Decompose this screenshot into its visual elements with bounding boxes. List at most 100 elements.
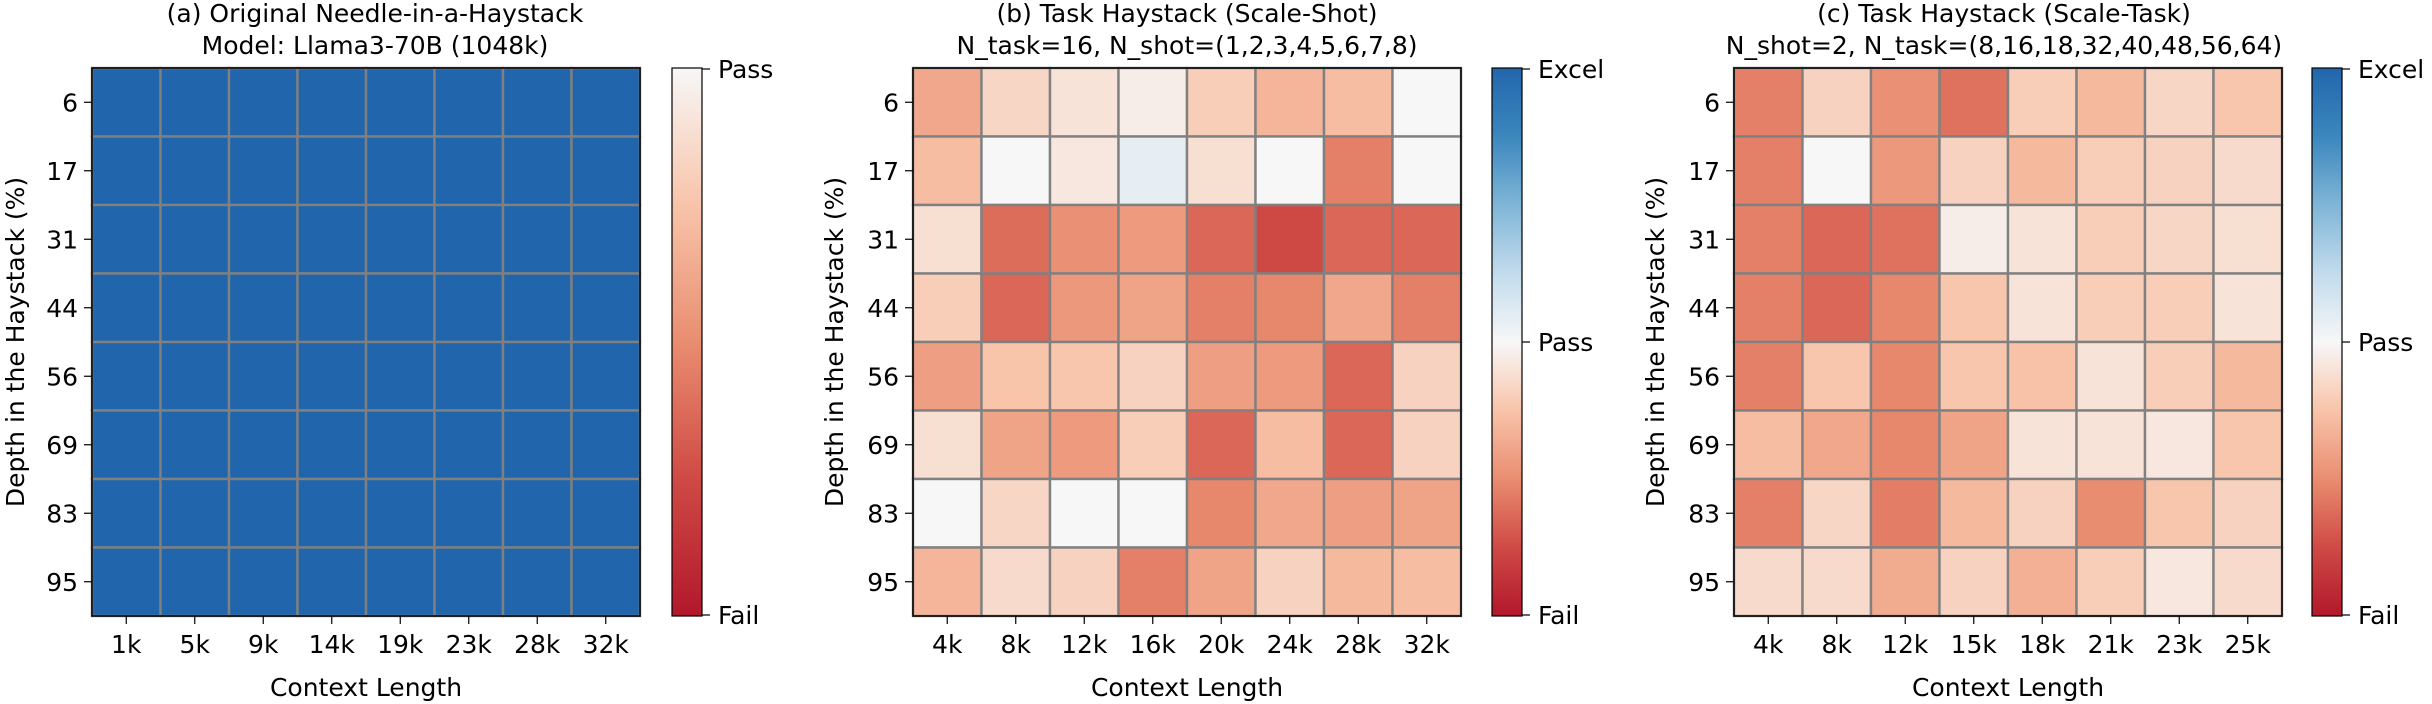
panel-a-colorbar-label-bottom: Fail (718, 601, 759, 630)
panel-a-cell-r4-c3 (296, 340, 368, 412)
panel-a-cell-r0-c6 (501, 66, 573, 138)
panel-c-cell-r5-c7 (2212, 409, 2284, 481)
panel-c-cell-r2-c6 (2143, 203, 2215, 275)
panel-c-cell-r5-c6 (2143, 409, 2215, 481)
panel-b-y-tick-label: 83 (867, 499, 899, 528)
panel-a-cell-r7-c4 (364, 546, 436, 618)
panel-c-xlabel: Context Length (1912, 673, 2104, 702)
panel-b-colorbar: Excel Pass Fail (1491, 55, 1604, 630)
panel-b-cell-r5-c5 (1254, 409, 1326, 481)
panel-c-cell-r0-c6 (2143, 66, 2215, 138)
panel-a-cell-r2-c2 (227, 203, 299, 275)
panel-b-y-tick-label: 95 (867, 568, 899, 597)
panel-a-x-tick-label: 32k (583, 630, 630, 659)
panel-c-cell-r4-c2 (1869, 340, 1941, 412)
panel-c-cell-r3-c5 (2075, 272, 2147, 344)
panel-c-cell-r0-c5 (2075, 66, 2147, 138)
panel-c-cell-r2-c3 (1938, 203, 2010, 275)
panel-a-cell-r4-c1 (159, 340, 231, 412)
panel-b-cell-r3-c3 (1117, 272, 1189, 344)
panel-b-x-tick-label: 28k (1335, 630, 1382, 659)
panel-b-y-tick-label: 31 (867, 225, 899, 254)
panel-a-y-tick-label: 95 (46, 568, 78, 597)
panel-a-cell-r7-c0 (90, 546, 162, 618)
panel-a-cell-r0-c3 (296, 66, 368, 138)
panel-b-y-tick-label: 17 (867, 157, 899, 186)
panel-b-cell-r3-c6 (1322, 272, 1394, 344)
panel-b-cell-r5-c6 (1322, 409, 1394, 481)
panel-a-x-tick-label: 1k (111, 630, 142, 659)
panel-a-cell-r2-c4 (364, 203, 436, 275)
panel-a-cell-r2-c5 (433, 203, 505, 275)
panel-b-cell-r6-c0 (911, 477, 983, 549)
panel-b-cell-r3-c2 (1048, 272, 1120, 344)
panel-a-cell-r1-c1 (159, 135, 231, 207)
panel-c-cell-r1-c0 (1732, 135, 1804, 207)
panel-c-cell-r4-c5 (2075, 340, 2147, 412)
panel-a-cell-r7-c7 (570, 546, 642, 618)
panel-b-cell-r1-c2 (1048, 135, 1120, 207)
panel-c-cell-r1-c4 (2006, 135, 2078, 207)
panel-b-cell-r4-c7 (1391, 340, 1463, 412)
panel-a-cell-r0-c0 (90, 66, 162, 138)
panel-a-cell-r7-c2 (227, 546, 299, 618)
panel-c-x-tick-label: 15k (1951, 630, 1998, 659)
panel-a-cell-r1-c3 (296, 135, 368, 207)
panel-a-ylabel: Depth in the Haystack (%) (1, 177, 30, 507)
panel-c-y-tick-label: 6 (1704, 88, 1720, 117)
panel-a-cell-r7-c3 (296, 546, 368, 618)
panel-b-cell-r4-c4 (1185, 340, 1257, 412)
panel-a-cell-r0-c7 (570, 66, 642, 138)
panel-c-colorbar-label-bottom: Fail (2358, 601, 2399, 630)
panel-b-cell-r7-c4 (1185, 546, 1257, 618)
panel-a-y-tick-label: 17 (46, 157, 78, 186)
panel-b-cell-r2-c4 (1185, 203, 1257, 275)
panel-c-y-tick-label: 56 (1688, 362, 1720, 391)
panel-c-cell-r4-c1 (1801, 340, 1873, 412)
panel-b-cell-r4-c3 (1117, 340, 1189, 412)
panel-a-cell-r3-c7 (570, 272, 642, 344)
panel-c-cell-r1-c7 (2212, 135, 2284, 207)
panel-a-y-tick-label: 69 (46, 431, 78, 460)
panel-a-cell-r0-c1 (159, 66, 231, 138)
panel-b-cell-r7-c6 (1322, 546, 1394, 618)
panel-c-cell-r1-c5 (2075, 135, 2147, 207)
panel-b-x-tick-label: 12k (1061, 630, 1108, 659)
panel-a-cell-r7-c5 (433, 546, 505, 618)
panel-b-cell-r0-c1 (980, 66, 1052, 138)
panel-b-colorbar-gradient (1491, 67, 1523, 617)
panel-b-cell-r3-c5 (1254, 272, 1326, 344)
panel-c-cell-r3-c2 (1869, 272, 1941, 344)
panel-a-title: (a) Original Needle-in-a-Haystack (167, 0, 584, 28)
panel-a-cell-r3-c1 (159, 272, 231, 344)
panel-c-cell-r7-c0 (1732, 546, 1804, 618)
panel-a-cell-r5-c6 (501, 409, 573, 481)
panel-b-x-tick-label: 16k (1130, 630, 1177, 659)
panel-a-cell-r1-c2 (227, 135, 299, 207)
panel-c-cell-r7-c6 (2143, 546, 2215, 618)
panel-c-cell-r3-c3 (1938, 272, 2010, 344)
panel-c-cell-r3-c0 (1732, 272, 1804, 344)
panel-a-cell-r6-c2 (227, 477, 299, 549)
panel-c-cell-r2-c4 (2006, 203, 2078, 275)
panel-b-subtitle: N_task=16, N_shot=(1,2,3,4,5,6,7,8) (957, 31, 1418, 60)
panel-b-cell-r6-c3 (1117, 477, 1189, 549)
panel-c-cell-r0-c4 (2006, 66, 2078, 138)
panel-a: (a) Original Needle-in-a-Haystack Model:… (1, 0, 773, 702)
panel-a-cell-r5-c4 (364, 409, 436, 481)
panel-b-cell-r7-c3 (1117, 546, 1189, 618)
panel-b-cells (911, 66, 1463, 618)
panel-b-cell-r4-c1 (980, 340, 1052, 412)
panel-a-cell-r2-c3 (296, 203, 368, 275)
panel-b-cell-r6-c2 (1048, 477, 1120, 549)
panel-b-cell-r2-c6 (1322, 203, 1394, 275)
panel-c-cell-r6-c1 (1801, 477, 1873, 549)
panel-a-cell-r2-c6 (501, 203, 573, 275)
panel-b-cell-r4-c0 (911, 340, 983, 412)
panel-b-cell-r5-c0 (911, 409, 983, 481)
panel-a-cell-r5-c7 (570, 409, 642, 481)
panel-b-y-tick-label: 56 (867, 362, 899, 391)
panel-c-cell-r6-c2 (1869, 477, 1941, 549)
panel-b-cell-r7-c5 (1254, 546, 1326, 618)
